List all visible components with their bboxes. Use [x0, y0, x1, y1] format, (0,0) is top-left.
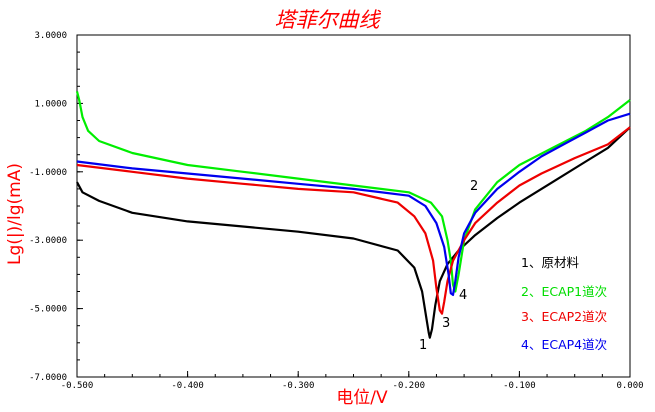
legend-item-ecap1: 2、ECAP1道次	[521, 284, 607, 299]
series-line-4	[76, 112, 631, 296]
series-lines	[75, 91, 631, 339]
curve-label-3: 3	[442, 316, 450, 331]
legend-item-raw-material: 1、原材料	[521, 255, 579, 270]
legend: 1、原材料 2、ECAP1道次 3、ECAP2道次 4、ECAP4道次	[521, 255, 607, 352]
series-line-3	[76, 126, 631, 315]
y-tick-label: -7.0000	[29, 373, 67, 383]
x-tick-label: -0.300	[282, 381, 315, 391]
y-tick-label: -1.0000	[29, 168, 67, 178]
curve-label-4: 4	[459, 288, 467, 303]
x-tick-label: -0.100	[503, 381, 536, 391]
curve-label-2: 2	[470, 179, 478, 194]
y-tick-label: -5.0000	[29, 305, 67, 315]
series-line-2	[75, 91, 631, 293]
y-tick-label: -3.0000	[29, 236, 67, 246]
curve-label-1: 1	[419, 338, 427, 353]
y-tick-label: 1.0000	[34, 99, 67, 109]
x-tick-label: -0.500	[61, 381, 94, 391]
x-tick-label: 0.000	[616, 381, 643, 391]
x-axis-label: 电位/V	[336, 388, 388, 408]
chart-title: 塔菲尔曲线	[275, 8, 382, 32]
legend-item-ecap2: 3、ECAP2道次	[521, 309, 607, 324]
series-line-1	[76, 126, 631, 339]
y-axis-ticks: 3.0000 1.0000 -1.0000 -3.0000 -5.0000 -7.0000	[29, 31, 83, 383]
x-tick-label: -0.400	[171, 381, 204, 391]
legend-item-ecap4: 4、ECAP4道次	[521, 337, 607, 352]
y-tick-label: 3.0000	[34, 31, 67, 41]
y-axis-label: Lg(|)/lg(mA)	[5, 163, 25, 265]
x-tick-label: -0.200	[393, 381, 426, 391]
